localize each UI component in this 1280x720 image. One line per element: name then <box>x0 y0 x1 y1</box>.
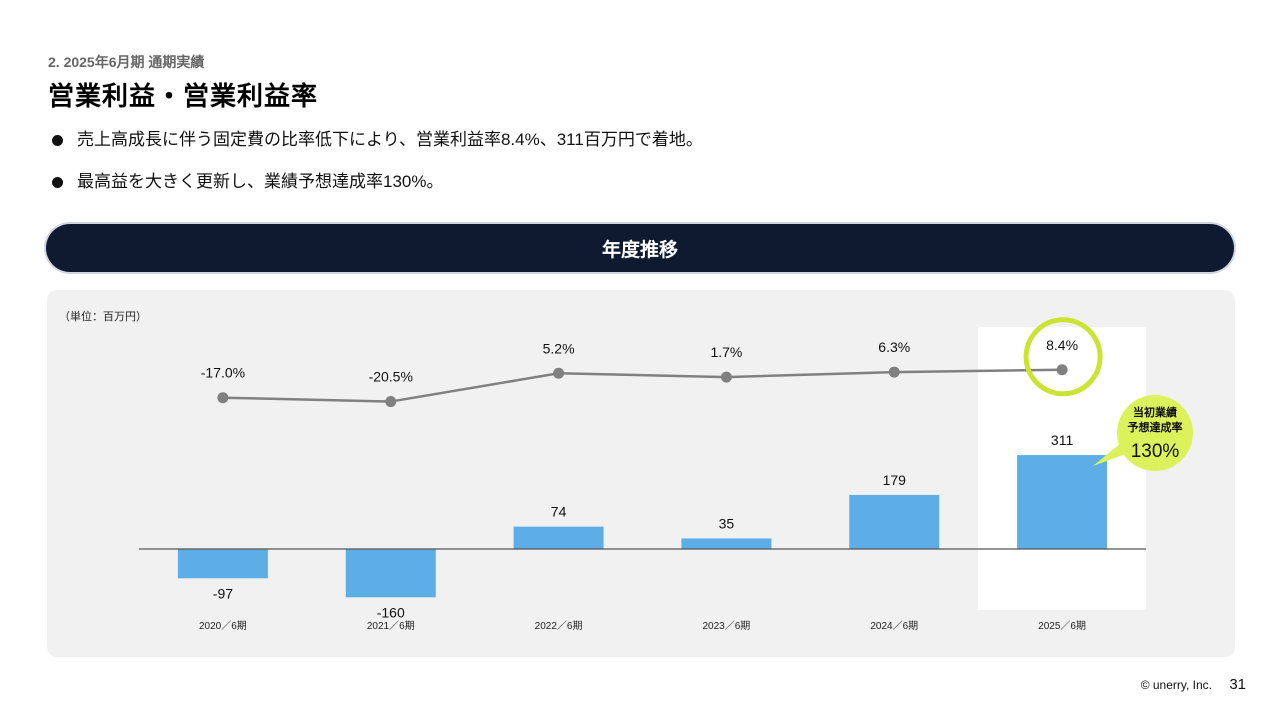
highlight-ring <box>1023 317 1103 397</box>
callout-value: 130% <box>1131 441 1180 462</box>
line-point <box>720 371 732 383</box>
callout-line1: 当初業績 <box>1133 405 1177 419</box>
line-point <box>888 366 900 378</box>
bar-value-label: -97 <box>213 585 233 601</box>
section-banner: 年度推移 <box>46 224 1234 272</box>
bullet-dot-icon <box>52 134 63 146</box>
x-tick-label: 2021／6期 <box>367 620 415 632</box>
bullet-text: 売上高成長に伴う固定費の比率低下により、営業利益率8.4%、311百万円で着地。 <box>77 130 703 149</box>
page-title: 営業利益・営業利益率 <box>48 81 319 111</box>
line-point <box>385 396 397 408</box>
bar <box>849 494 940 549</box>
bar <box>177 549 268 579</box>
page-number: 31 <box>1229 676 1246 693</box>
unit-label: （単位：百万円） <box>59 309 147 323</box>
line-value-label: 1.7% <box>710 344 742 360</box>
callout-bubble <box>1117 395 1193 471</box>
line-value-label: 6.3% <box>878 339 910 355</box>
bar <box>1017 455 1108 549</box>
bullet-list: 売上高成長に伴う固定費の比率低下により、営業利益率8.4%、311百万円で着地。… <box>48 130 703 214</box>
bullet-item: 売上高成長に伴う固定費の比率低下により、営業利益率8.4%、311百万円で着地。 <box>48 130 703 150</box>
copyright: © unerry, Inc. <box>1140 678 1212 692</box>
line-value-label: 8.4% <box>1046 337 1078 353</box>
bullet-dot-icon <box>52 176 63 188</box>
bullet-item: 最高益を大きく更新し、業績予想達成率130%。 <box>48 172 703 192</box>
callout-line2: 予想達成率 <box>1128 420 1183 434</box>
bar-value-label: 74 <box>551 504 567 520</box>
chart-panel: （単位：百万円） -97 -160 74 35 179 311 2020／6期 2021／6期 2… <box>47 290 1235 657</box>
margin-line <box>222 368 1063 403</box>
line-point <box>217 392 229 404</box>
x-tick-label: 2025／6期 <box>1038 620 1086 632</box>
x-tick-label: 2024／6期 <box>870 620 918 632</box>
bar <box>681 538 772 549</box>
x-tick-label: 2020／6期 <box>199 620 247 632</box>
banner-title: 年度推移 <box>601 239 678 261</box>
line-point <box>1056 364 1068 376</box>
x-tick-label: 2023／6期 <box>703 620 751 632</box>
bullet-text: 最高益を大きく更新し、業績予想達成率130%。 <box>77 172 444 191</box>
x-tick-label: 2022／6期 <box>535 620 583 632</box>
chart: （単位：百万円） -97 -160 74 35 179 311 2020／6期 2021／6期 2… <box>59 309 1193 632</box>
bar-value-label: 35 <box>719 515 735 531</box>
bar-value-label: -160 <box>377 604 405 620</box>
bar <box>513 526 604 549</box>
line-value-label: 5.2% <box>543 340 575 356</box>
line-value-label: -20.5% <box>369 369 413 385</box>
line-point <box>553 367 565 379</box>
bar <box>345 549 436 598</box>
line-value-label: -17.0% <box>201 365 245 381</box>
bar-value-label: 179 <box>883 472 907 488</box>
section-label: 2. 2025年6月期 通期実績 <box>48 54 205 70</box>
callout-tail <box>1093 438 1127 466</box>
bar-value-label: 311 <box>1051 432 1074 448</box>
